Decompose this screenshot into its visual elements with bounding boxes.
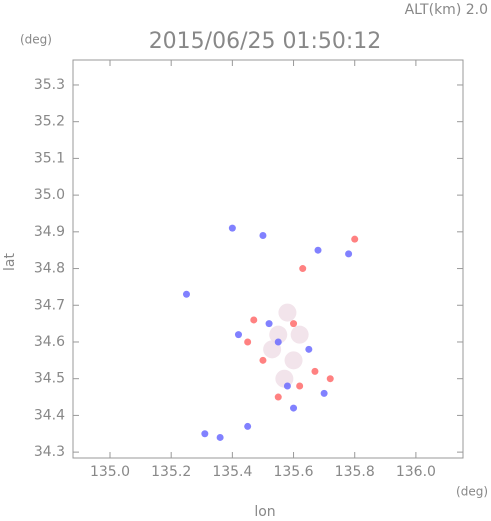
x-unit: (deg): [456, 485, 488, 499]
echo-point: [345, 250, 353, 258]
plot-frame: [72, 59, 464, 459]
x-tick-label: 135.0: [90, 464, 130, 480]
echo-point: [234, 331, 242, 339]
y-tick-label: 34.9: [34, 224, 65, 240]
echo-point: [290, 320, 298, 328]
echo-point: [326, 375, 334, 383]
echo-point: [320, 389, 328, 397]
echo-point: [299, 265, 307, 273]
echo-point: [244, 422, 252, 430]
x-tick-label: 135.6: [273, 464, 313, 480]
echo-point: [244, 338, 252, 346]
y-tick-label: 34.8: [34, 261, 65, 277]
y-tick-label: 34.4: [34, 407, 65, 423]
chart-title: 2015/06/25 01:50:12: [149, 29, 382, 54]
echo-point: [269, 325, 288, 344]
x-label: lon: [254, 504, 275, 520]
echo-point: [216, 433, 224, 441]
y-tick-label: 34.7: [34, 297, 65, 313]
echo-point: [182, 290, 190, 298]
y-tick-label: 35.3: [34, 77, 65, 93]
echo-point: [274, 338, 282, 346]
echo-point: [314, 246, 322, 254]
echo-point: [305, 345, 313, 353]
echo-point: [228, 224, 236, 232]
echo-point: [259, 356, 267, 364]
echo-point: [290, 404, 298, 412]
altitude: ALT(km) 2.0: [405, 2, 488, 18]
echo-point: [351, 235, 359, 243]
echo-point: [283, 382, 291, 390]
x-tick-label: 135.4: [212, 464, 252, 480]
x-tick-label: 135.2: [151, 464, 191, 480]
echo-point: [265, 320, 273, 328]
echo-point: [284, 351, 303, 370]
echo-point: [296, 382, 304, 390]
y-tick-label: 35.2: [34, 114, 65, 130]
y-tick-label: 34.6: [34, 334, 65, 350]
y-tick-label: 35.1: [34, 150, 65, 166]
echo-point: [311, 367, 319, 375]
y-tick-label: 34.3: [34, 444, 65, 460]
echo-point: [278, 303, 297, 322]
echo-point: [201, 430, 209, 438]
echo-point: [290, 325, 309, 344]
y-label: lat: [2, 253, 18, 271]
y-unit: (deg): [20, 33, 52, 47]
x-tick-label: 135.8: [335, 464, 375, 480]
y-tick-label: 35.0: [34, 187, 65, 203]
echo-point: [274, 393, 282, 401]
echo-point: [250, 316, 258, 324]
y-tick-label: 34.5: [34, 371, 65, 387]
echo-point: [259, 232, 267, 240]
x-tick-label: 136.0: [396, 464, 436, 480]
